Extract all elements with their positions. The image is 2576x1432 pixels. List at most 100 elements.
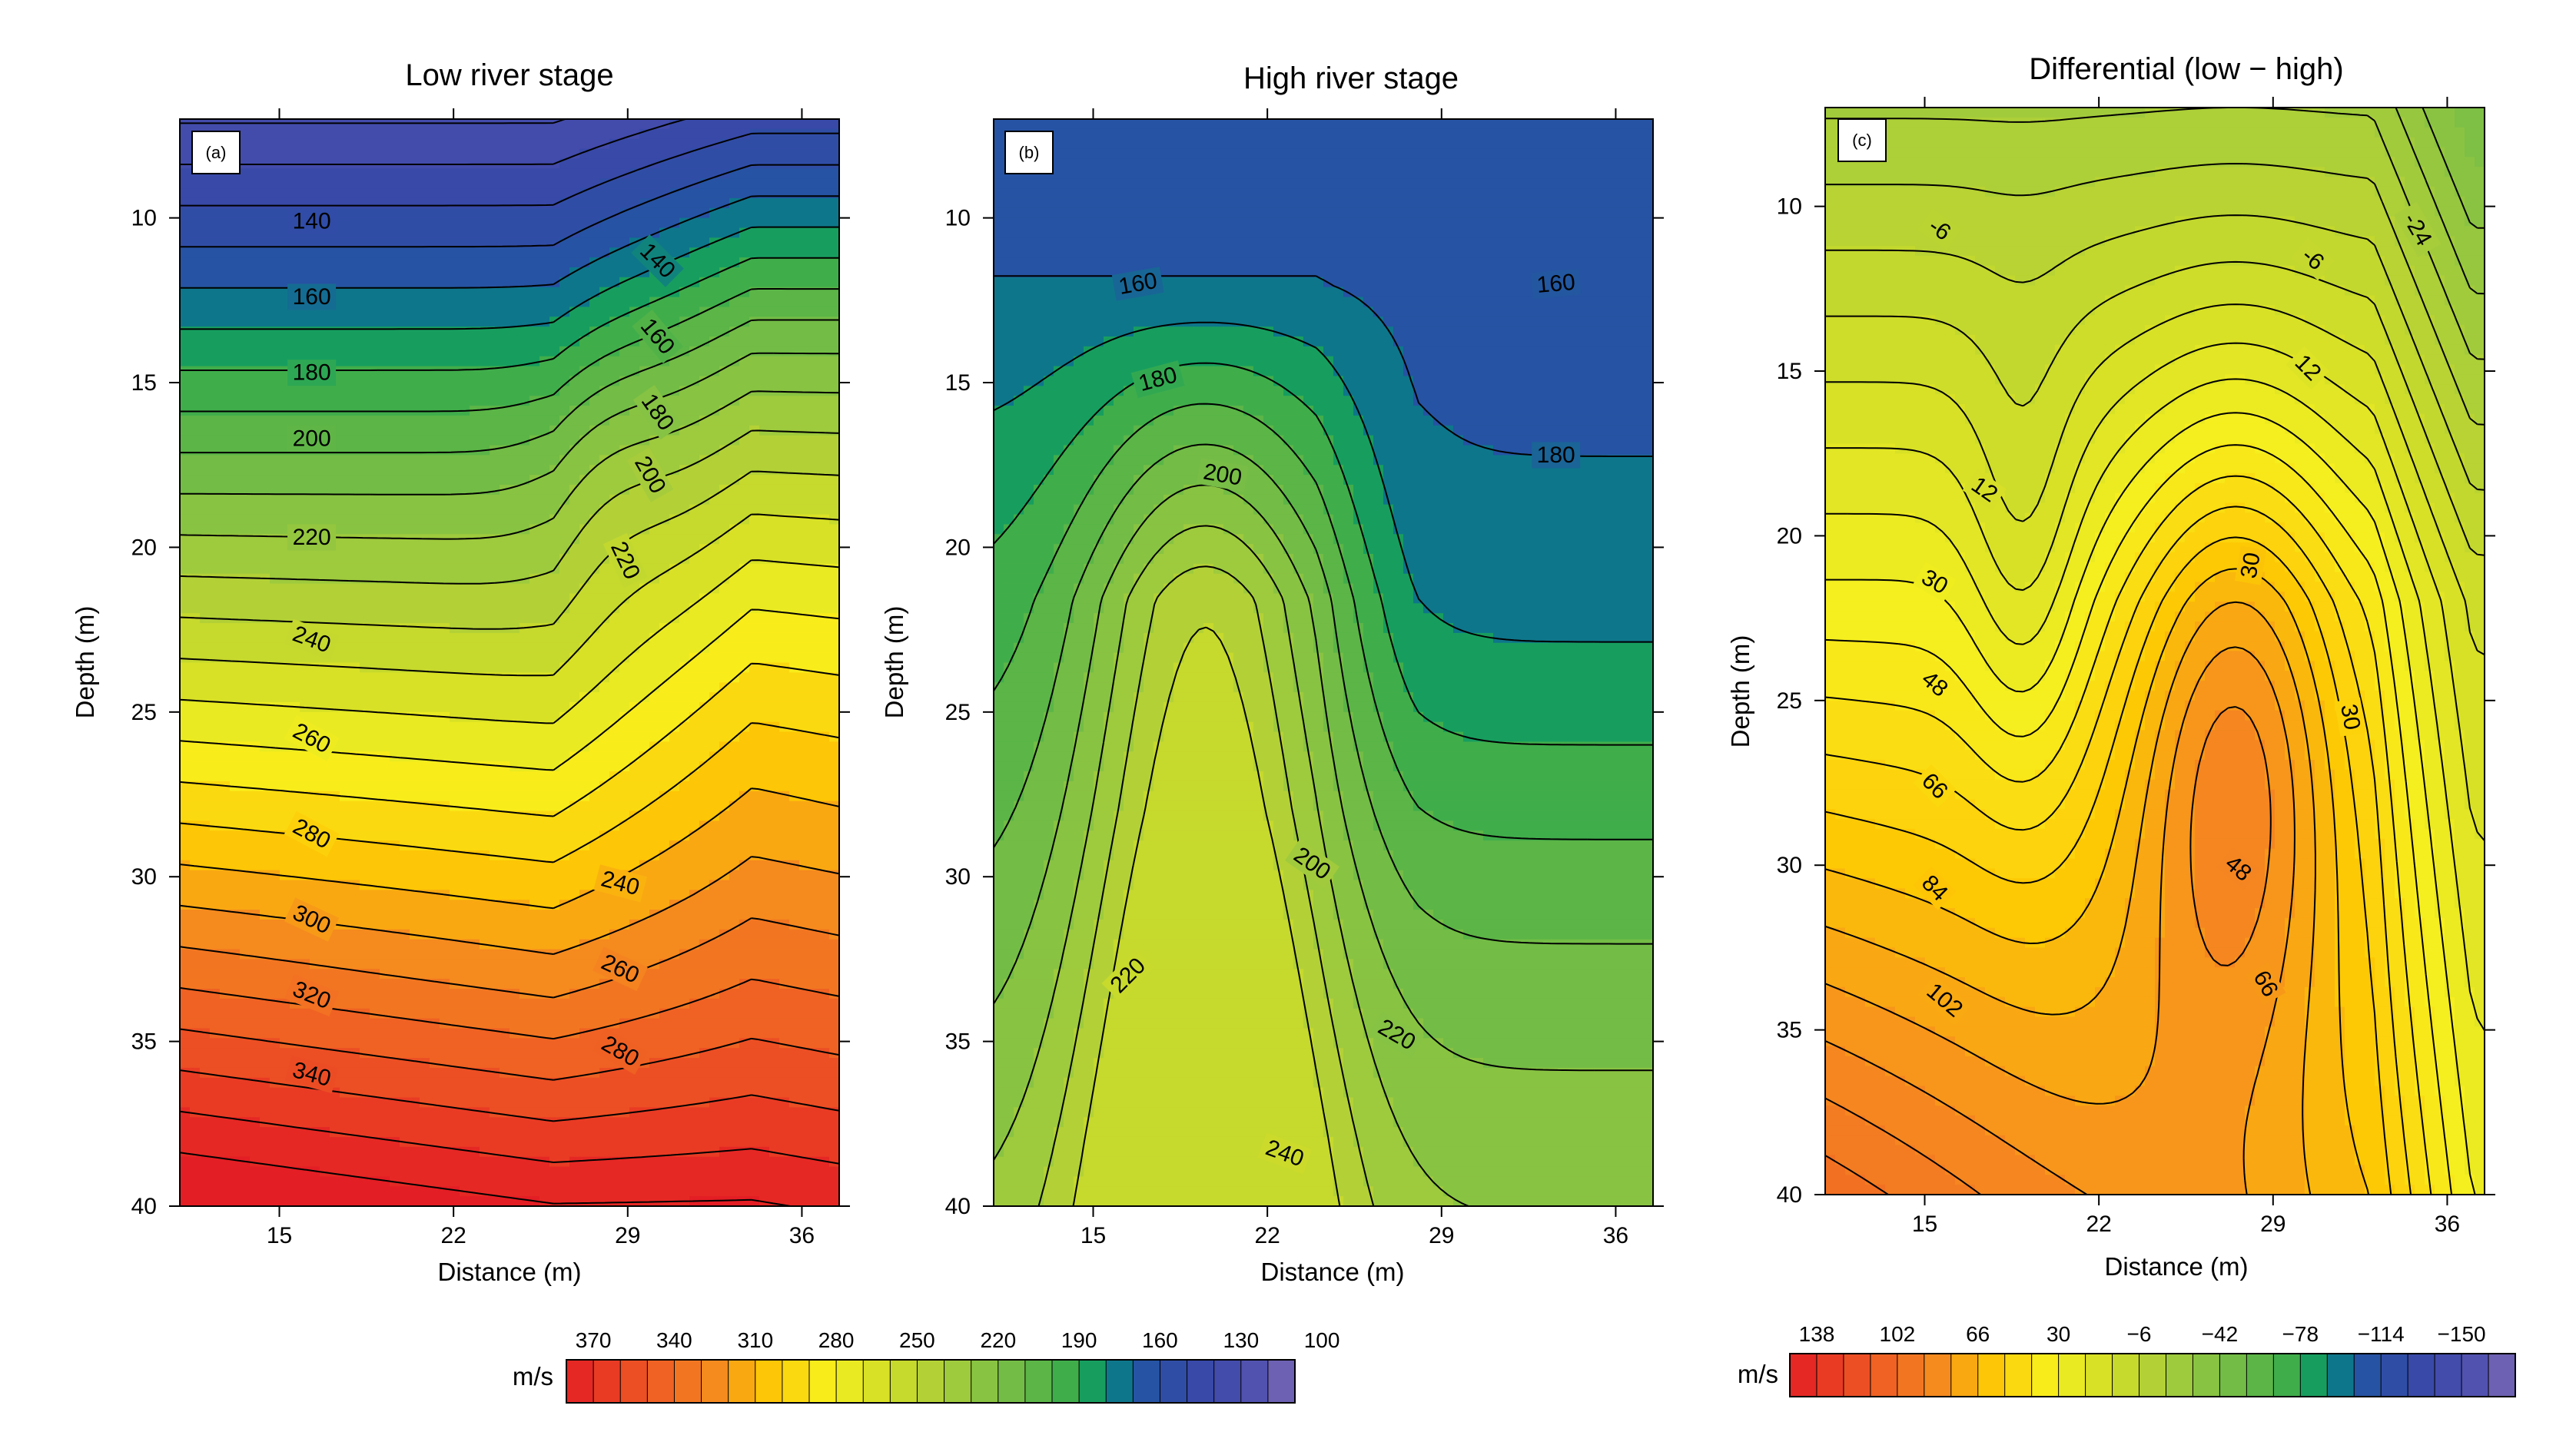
- field-cell: [809, 672, 820, 683]
- field-cell: [549, 534, 560, 545]
- field-cell: [310, 415, 320, 426]
- field-cell: [799, 632, 810, 644]
- field-cell: [729, 148, 740, 160]
- field-cell: [609, 178, 620, 189]
- field-cell: [619, 701, 630, 713]
- field-cell: [380, 810, 390, 822]
- field-cell: [599, 761, 610, 772]
- field-cell: [490, 494, 500, 506]
- field-cell: [280, 484, 290, 496]
- field-cell: [440, 771, 450, 782]
- field-cell: [819, 336, 830, 347]
- field-cell: [180, 317, 191, 327]
- field-cell: [549, 554, 560, 565]
- field-cell: [310, 514, 320, 525]
- field-cell: [510, 593, 520, 605]
- field-cell: [669, 741, 680, 752]
- field-cell: [819, 445, 830, 456]
- field-cell: [579, 119, 590, 130]
- field-cell: [789, 366, 800, 377]
- field-cell: [799, 317, 810, 327]
- field-cell: [819, 475, 830, 486]
- field-cell: [559, 435, 570, 446]
- field-cell: [779, 791, 790, 802]
- field-cell: [250, 455, 261, 466]
- field-cell: [490, 613, 500, 624]
- field-cell: [829, 554, 839, 565]
- field-cell: [659, 791, 670, 802]
- field-cell: [719, 158, 730, 170]
- field-cell: [260, 662, 271, 674]
- field-cell: [290, 128, 300, 140]
- field-cell: [829, 227, 839, 239]
- field-cell: [529, 178, 540, 189]
- field-cell: [300, 801, 310, 812]
- field-cell: [460, 366, 470, 377]
- field-cell: [819, 494, 830, 506]
- field-cell: [430, 731, 440, 743]
- field-cell: [200, 830, 211, 841]
- field-cell: [599, 642, 610, 654]
- field-cell: [310, 465, 320, 476]
- field-cell: [430, 781, 440, 792]
- field-cell: [699, 554, 710, 565]
- field-cell: [500, 613, 510, 624]
- field-cell: [190, 771, 201, 782]
- field-cell: [180, 465, 191, 476]
- field-cell: [619, 721, 630, 733]
- field-cell: [240, 642, 251, 654]
- field-cell: [699, 406, 710, 416]
- field-cell: [539, 366, 550, 377]
- field-cell: [779, 781, 790, 792]
- field-cell: [260, 524, 271, 535]
- field-cell: [729, 554, 740, 565]
- field-cell: [340, 554, 350, 565]
- field-cell: [599, 840, 610, 851]
- field-cell: [430, 237, 440, 248]
- field-cell: [629, 761, 640, 772]
- field-cell: [759, 119, 770, 130]
- field-cell: [739, 336, 750, 347]
- field-cell: [320, 504, 330, 515]
- field-cell: [370, 850, 380, 861]
- field-cell: [510, 346, 520, 357]
- field-cell: [769, 652, 780, 664]
- field-cell: [250, 297, 261, 308]
- field-cell: [320, 791, 330, 802]
- field-cell: [559, 583, 570, 595]
- field-cell: [829, 247, 839, 258]
- field-cell: [470, 781, 480, 792]
- field-cell: [380, 415, 390, 426]
- field-cell: [180, 445, 191, 456]
- field-cell: [340, 494, 350, 506]
- field-cell: [240, 603, 251, 614]
- field-cell: [360, 366, 370, 377]
- field-cell: [799, 178, 810, 189]
- field-cell: [380, 247, 390, 258]
- field-cell: [340, 484, 350, 496]
- field-cell: [709, 425, 720, 436]
- field-cell: [400, 376, 410, 387]
- field-cell: [699, 563, 710, 575]
- field-cell: [430, 366, 440, 377]
- field-cell: [220, 731, 231, 743]
- field-cell: [520, 366, 530, 377]
- field-cell: [569, 504, 580, 515]
- field-cell: [490, 197, 500, 209]
- field-cell: [669, 514, 680, 525]
- field-cell: [260, 672, 271, 683]
- field-cell: [340, 455, 350, 466]
- field-cell: [180, 327, 191, 337]
- field-cell: [699, 217, 710, 229]
- field-cell: [330, 168, 340, 179]
- field-cell: [340, 731, 350, 743]
- field-cell: [220, 711, 231, 723]
- field-cell: [190, 287, 201, 298]
- field-cell: [729, 761, 740, 772]
- field-cell: [769, 613, 780, 624]
- field-cell: [440, 277, 450, 288]
- field-cell: [829, 207, 839, 219]
- field-cell: [190, 197, 201, 209]
- field-cell: [470, 721, 480, 733]
- field-cell: [779, 257, 790, 268]
